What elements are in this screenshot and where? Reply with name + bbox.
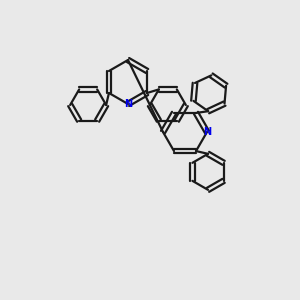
Text: N: N — [124, 99, 132, 109]
Text: N: N — [203, 127, 211, 137]
